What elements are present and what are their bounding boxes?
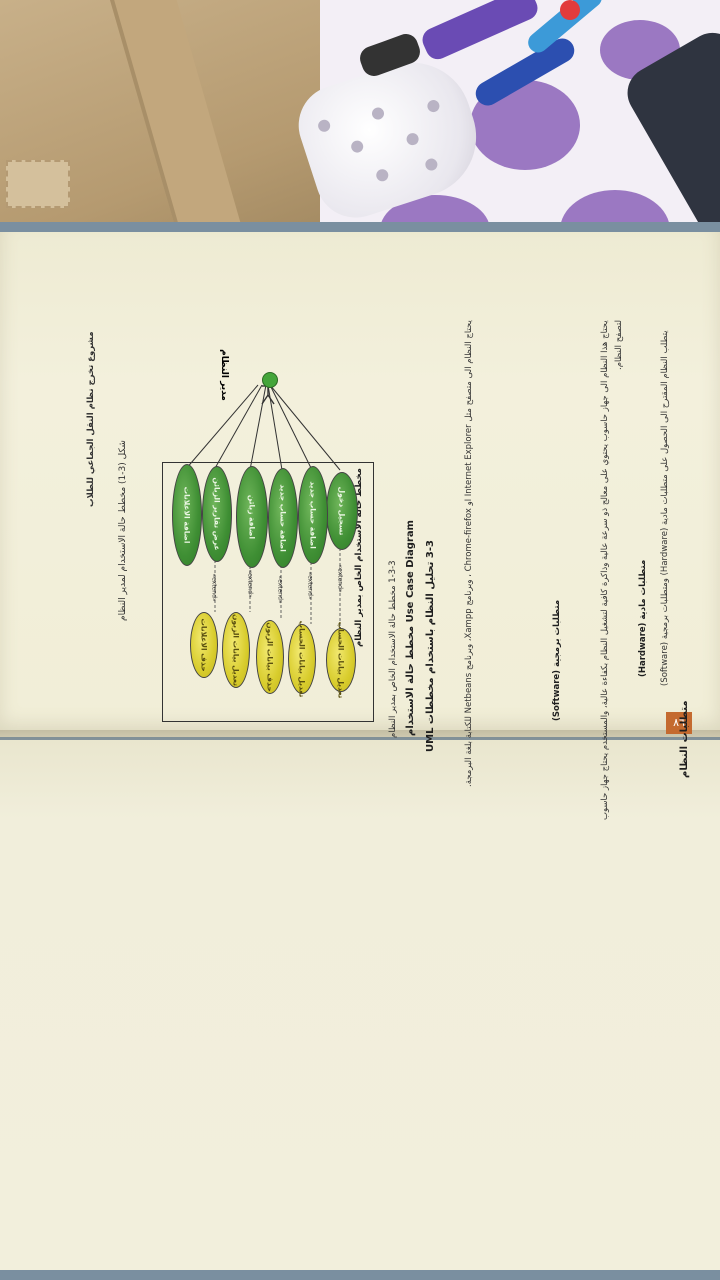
page-top — [0, 232, 720, 737]
extend-label: «extend» — [306, 571, 314, 600]
use-case-label: تسجيل دخول — [337, 486, 347, 536]
use-case-add-ads: اضافة الاعلانات — [172, 464, 202, 566]
use-case-label: اضافة الاعلانات — [182, 486, 192, 544]
use-case-label: اضافة حساب جديد — [308, 481, 318, 549]
extend-label: «extend» — [276, 575, 284, 604]
use-case-login: تسجيل دخول — [326, 472, 358, 550]
use-case-edit-account-2: تعديل بيانات الحساب — [288, 621, 316, 697]
use-case-label: تعديل بيانات الحساب — [336, 621, 346, 699]
page-bottom — [0, 740, 720, 1270]
use-case-delete-ads: حذف الاعلانات — [190, 612, 218, 678]
use-case-edit-customer: تعديل بيانات الزبون — [222, 612, 250, 688]
figure-caption: شكل (3-1) مخطط حالة الاستخدام لمدير النظ… — [118, 440, 128, 621]
extend-label: «extend» — [210, 573, 218, 602]
page-footer: مشروع تخرج نظام النقل الجماعي للطلاب — [86, 332, 96, 508]
use-case-add-account-2: اضافة حساب جديد — [268, 468, 298, 568]
use-case-label: تعديل بيانات الحساب — [297, 620, 307, 698]
use-case-label: عرض تقارير الزبائن — [212, 477, 222, 551]
use-case-label: تعديل بيانات الزبون — [231, 614, 241, 686]
use-case-label: اضافة حساب جديد — [278, 484, 288, 552]
use-case-add-account: اضافة حساب جديد — [298, 466, 328, 564]
extend-label: «extend» — [336, 564, 344, 593]
open-book: ٨٦ — [0, 222, 720, 1280]
use-case-edit-account: تعديل بيانات الحساب — [326, 622, 356, 698]
red-cap — [560, 0, 580, 20]
use-case-delete-customer: حذف بيانات الزبون — [256, 620, 284, 694]
use-case-label: اضافة زبائن — [247, 494, 257, 540]
use-case-customer-reports: عرض تقارير الزبائن — [202, 466, 232, 562]
page-number-badge: ٨٦ — [666, 712, 692, 734]
bag-tag — [6, 160, 70, 208]
extend-label: «extend» — [246, 569, 254, 598]
use-case-add-customers: اضافة زبائن — [236, 466, 268, 568]
actor-icon — [262, 372, 278, 388]
actor-label: مدير النظام — [218, 349, 229, 401]
use-case-label: حذف بيانات الزبون — [265, 622, 275, 692]
assoc-line — [269, 384, 341, 471]
use-case-label: حذف الاعلانات — [199, 618, 209, 672]
